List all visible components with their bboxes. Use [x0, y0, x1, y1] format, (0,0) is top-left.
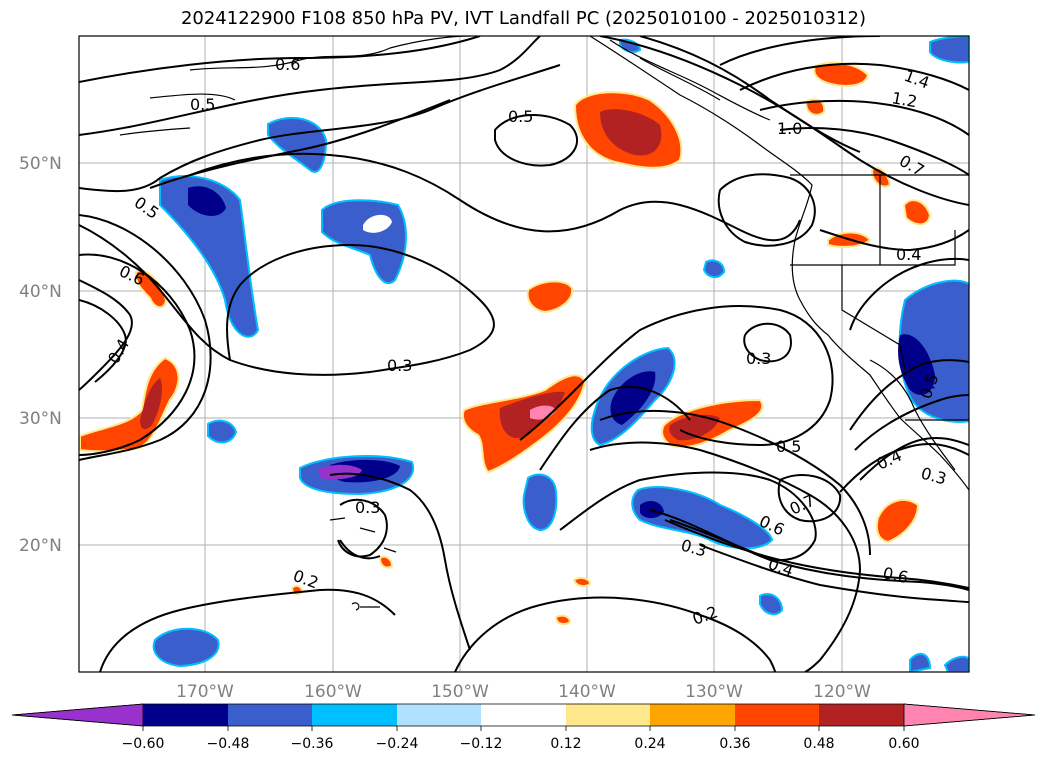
colorbar-extend-low [11, 703, 144, 727]
longitude-labels: 170°W 160°W 150°W 140°W 130°W 120°W [176, 682, 871, 702]
colorbar-tick-label: 0.60 [888, 736, 919, 752]
colorbar-bin [650, 704, 735, 726]
lon-label-150w: 150°W [431, 682, 489, 702]
contour-label: 0.3 [746, 349, 771, 368]
contour-label: 1.2 [890, 88, 918, 111]
lon-label-140w: 140°W [558, 682, 616, 702]
contour-label: 0.5 [190, 95, 215, 114]
colorbar-bin [819, 704, 904, 726]
latitude-labels: 50°N 40°N 30°N 20°N [19, 154, 62, 556]
colorbar-tick-label: 0.36 [719, 736, 750, 752]
map-background [79, 36, 969, 672]
lat-label-20n: 20°N [19, 536, 62, 556]
colorbar-bin [397, 704, 481, 726]
lon-label-130w: 130°W [685, 682, 743, 702]
contour-label: 0.5 [508, 107, 533, 126]
lon-label-170w: 170°W [176, 682, 234, 702]
colorbar-bin [481, 704, 566, 726]
contour-label: 0.4 [896, 245, 921, 264]
colorbar-extend-high [903, 703, 1036, 727]
colorbar-tick-label: 0.12 [550, 736, 581, 752]
colorbar-tick-label: −0.24 [376, 736, 419, 752]
lon-label-160w: 160°W [304, 682, 362, 702]
map-content: 0.6 0.5 0.5 0.5 0.6 0.4 0.3 0.3 0.3 0.2 … [79, 36, 969, 672]
lat-label-50n: 50°N [19, 154, 62, 174]
map-frame [78, 35, 970, 673]
lat-label-40n: 40°N [19, 282, 62, 302]
colorbar-bin [566, 704, 650, 726]
contour-label: 0.5 [776, 437, 801, 456]
contour-label: 0.6 [881, 563, 910, 587]
contour-label: 0.6 [275, 55, 300, 74]
contour-label: 1.0 [777, 119, 802, 138]
positive-pv-areas [79, 61, 932, 626]
contour-label: 0.3 [355, 498, 380, 517]
colorbar-tick-label: −0.60 [122, 736, 165, 752]
colorbar-tick-label: 0.24 [634, 736, 665, 752]
colorbar-tick-label: −0.48 [207, 736, 250, 752]
contour-label: 0.3 [387, 356, 412, 375]
colorbar-tick-label: −0.36 [291, 736, 334, 752]
colorbar-bin [735, 704, 819, 726]
colorbar-bin [312, 704, 397, 726]
map-title: 2024122900 F108 850 hPa PV, IVT Landfall… [180, 8, 867, 29]
colorbar-tick-label: 0.48 [803, 736, 834, 752]
lon-label-120w: 120°W [813, 682, 871, 702]
colorbar: −0.60 −0.48 −0.36 −0.24 −0.12 0.12 0.24 … [11, 703, 1036, 752]
pv-contours [79, 36, 969, 672]
colorbar-bin [228, 704, 312, 726]
lat-label-30n: 30°N [19, 409, 62, 429]
colorbar-tick-label: −0.12 [460, 736, 503, 752]
colorbar-bin [143, 704, 228, 726]
